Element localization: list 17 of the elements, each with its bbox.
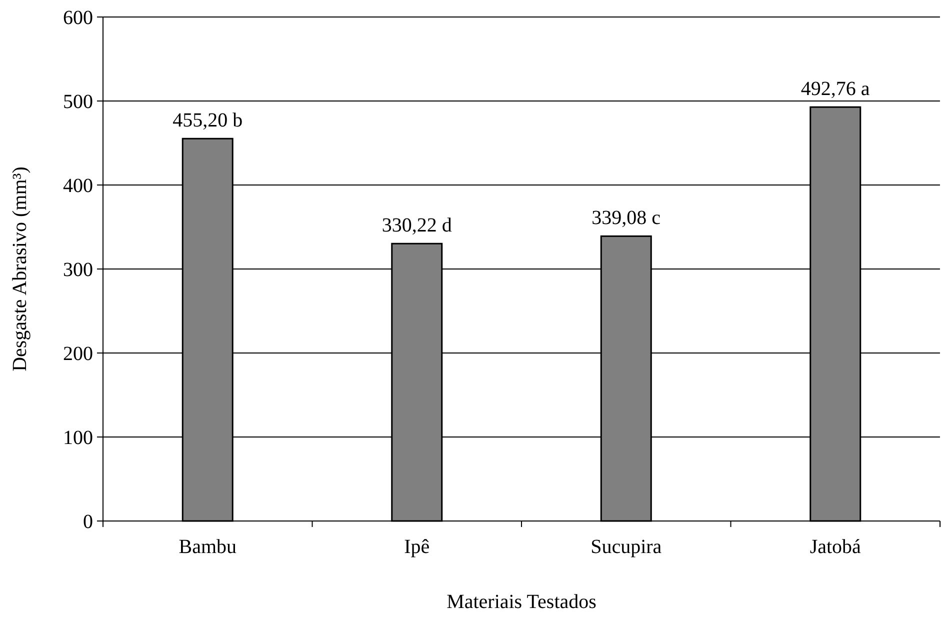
x-tick-label: Ipê — [404, 536, 430, 558]
data-label: 339,08 c — [592, 207, 661, 230]
y-tick-label: 0 — [83, 511, 93, 533]
data-label: 455,20 b — [172, 110, 243, 132]
y-tick-label: 300 — [63, 259, 93, 281]
data-label: 330,22 d — [382, 214, 452, 237]
x-tick-label: Bambu — [178, 536, 237, 558]
y-tick-label: 600 — [63, 7, 93, 29]
y-tick-label: 500 — [63, 91, 93, 113]
y-tick-label: 400 — [63, 175, 93, 197]
y-tick-label: 200 — [63, 343, 93, 365]
data-label: 492,76 a — [800, 78, 870, 100]
x-axis-title: Materiais Testados — [446, 591, 597, 613]
y-tick-label: 100 — [63, 427, 93, 449]
y-axis-title: Desgaste Abrasivo (mm³) — [9, 166, 31, 372]
x-tick-label: Jatobá — [810, 536, 862, 558]
x-tick-label: Sucupira — [590, 536, 662, 558]
